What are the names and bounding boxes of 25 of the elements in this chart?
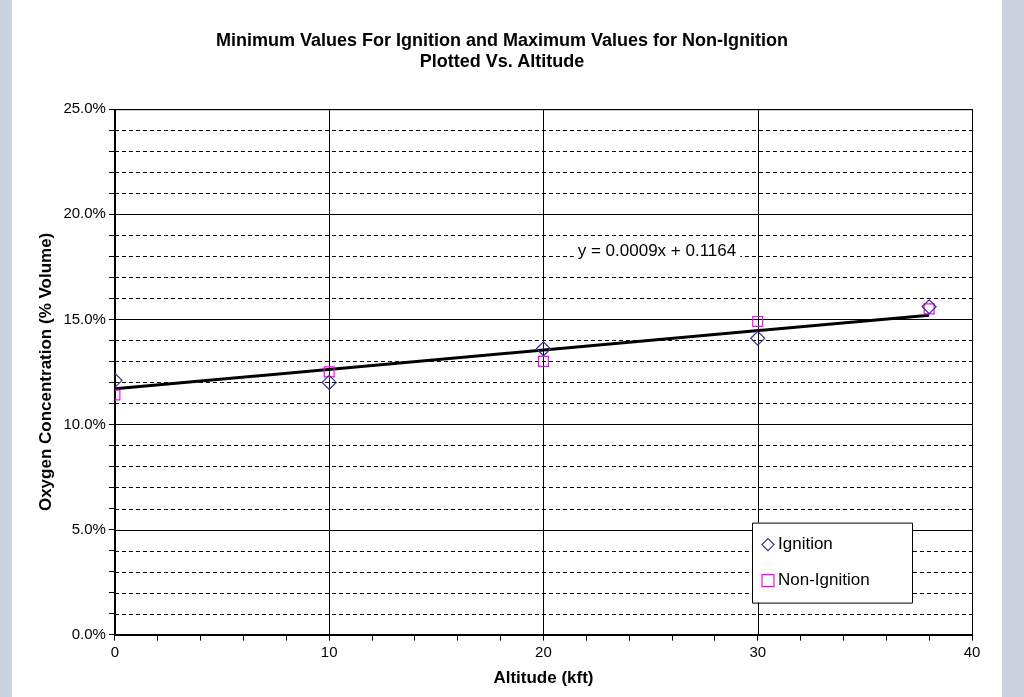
y-tick-label: 0.0% — [71, 624, 106, 642]
point — [923, 303, 935, 315]
point — [537, 355, 550, 367]
x-tick-label: 20 — [535, 642, 552, 660]
x-axis-title: Altitude (kft) — [493, 668, 594, 688]
annotation: y = 0.0009x + 0.1164 — [577, 240, 737, 260]
point — [921, 299, 937, 315]
x-tick-label: 0 — [110, 642, 120, 660]
chart-title: Minimum Values For Ignition and Maximum Values for Non-Ignition Plotted Vs. Altitude — [215, 29, 789, 72]
point — [752, 315, 764, 328]
y-tick-label: 25.0% — [63, 99, 106, 117]
point — [535, 341, 552, 357]
y-tick-label: 5.0% — [71, 519, 106, 537]
y-tick-label: 10.0% — [63, 414, 106, 432]
y-tick-label: 20.0% — [63, 204, 106, 222]
y-tick-label: 15.0% — [63, 309, 106, 327]
x-tick-label: 10 — [320, 642, 338, 660]
legend-label: Ignition — [778, 534, 833, 554]
point — [323, 366, 335, 378]
point — [750, 330, 766, 346]
legend-label: Non-Ignition — [778, 570, 870, 590]
point — [321, 374, 337, 391]
x-tick-label: 30 — [749, 642, 767, 660]
x-tick-label: 40 — [963, 642, 981, 660]
y-axis-title: Oxygen Concentration (% Volume) — [35, 232, 55, 512]
